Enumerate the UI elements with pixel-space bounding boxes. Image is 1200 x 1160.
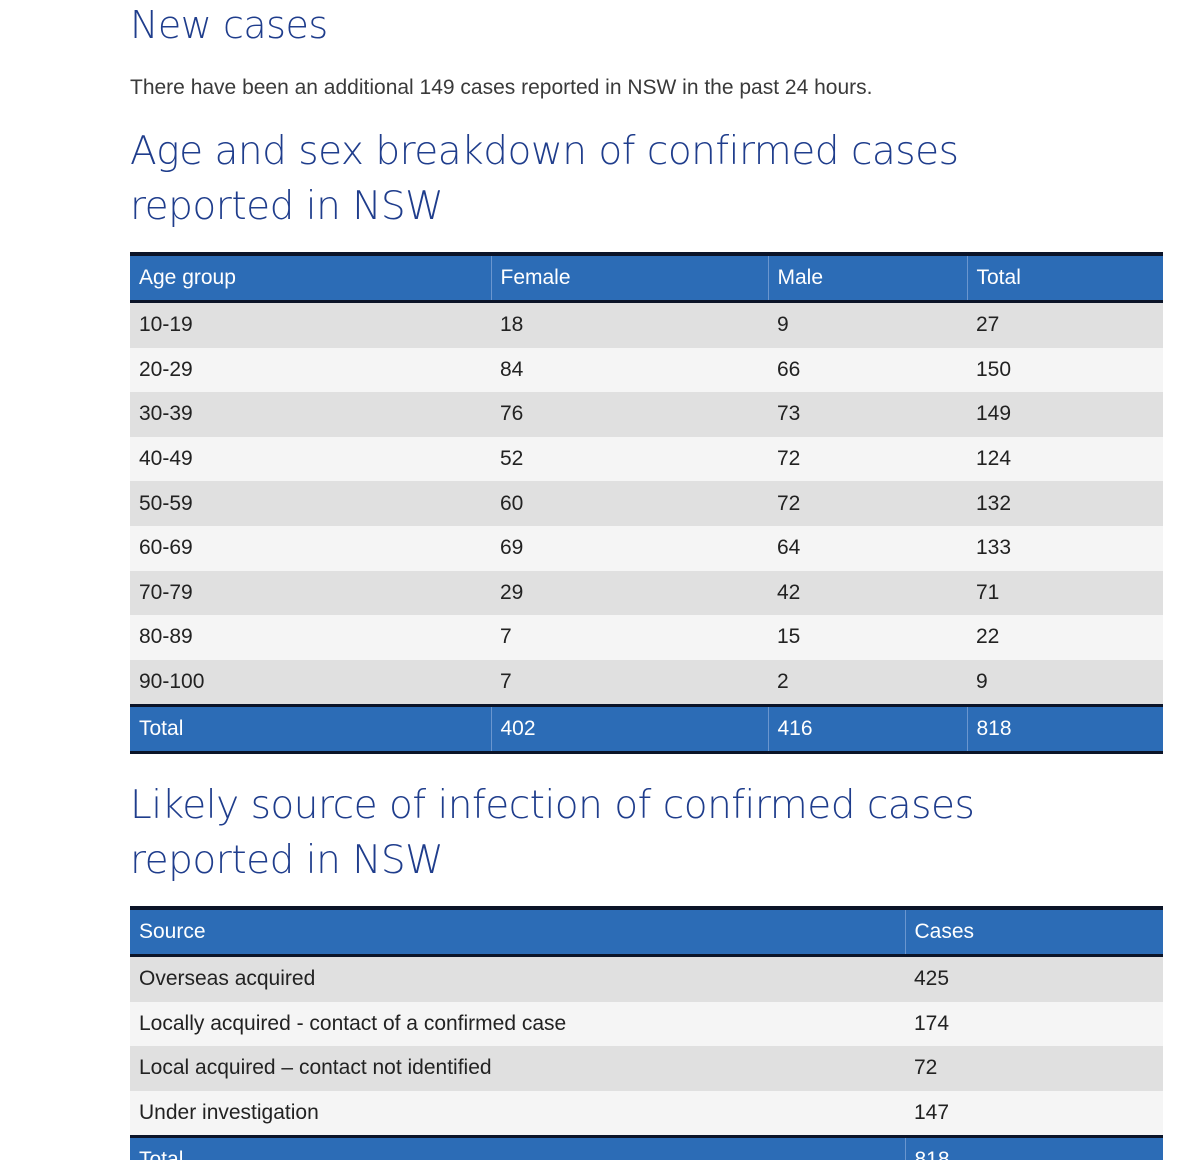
table-cell: 52 <box>500 447 524 471</box>
table-cell: 72 <box>777 447 801 471</box>
table-row: 50-59 60 72 132 <box>130 481 1163 526</box>
age-sex-heading: Age and sex breakdown of confirmed cases… <box>130 129 959 229</box>
table-cell: 147 <box>914 1101 950 1125</box>
table-cell: 150 <box>976 357 1012 381</box>
table-row: 20-29 84 66 150 <box>130 347 1163 393</box>
table-row: Under investigation 147 <box>130 1090 1163 1137</box>
column-header-cases: Cases <box>904 908 1163 956</box>
table-cell: 60 <box>500 491 524 515</box>
table-cell: Under investigation <box>139 1101 319 1125</box>
table-cell: 15 <box>777 625 801 649</box>
table-cell: 29 <box>500 580 524 604</box>
table-row: 30-39 76 73 149 <box>130 392 1163 437</box>
table-cell: 132 <box>976 491 1012 515</box>
table-cell: 18 <box>500 313 524 337</box>
new-cases-summary: There have been an additional 149 cases … <box>130 76 873 99</box>
table-row: 60-69 69 64 133 <box>130 525 1163 571</box>
table-cell: 90-100 <box>139 670 205 694</box>
table-total-row: Total 818 <box>130 1136 1163 1160</box>
table-cell: 124 <box>976 447 1012 471</box>
table-cell: 30-39 <box>139 402 193 426</box>
table-row: 40-49 52 72 124 <box>130 436 1163 482</box>
table-cell: 60-69 <box>139 536 193 560</box>
total-label: Total <box>139 717 184 741</box>
table-cell: 2 <box>777 670 789 694</box>
column-header-total: Total <box>966 254 1163 302</box>
table-row: 70-79 29 42 71 <box>130 570 1163 616</box>
table-cell: 66 <box>777 357 801 381</box>
table-cell: 149 <box>976 402 1012 426</box>
column-header-male: Male <box>767 254 967 302</box>
table-cell: Local acquired – contact not identified <box>139 1056 492 1080</box>
table-header-row: Age group Female Male Total <box>130 254 1163 302</box>
table-cell: 174 <box>914 1011 950 1035</box>
source-heading: Likely source of infection of confirmed … <box>130 783 975 883</box>
table-cell: Overseas acquired <box>139 967 316 991</box>
source-table: Source Cases Overseas acquired 425 Locally… <box>130 906 1163 1160</box>
table-row: 90-100 7 2 9 <box>130 659 1163 706</box>
table-header-row: Source Cases <box>130 908 1163 956</box>
table-cell: 72 <box>777 491 801 515</box>
table-cell: 64 <box>777 536 801 560</box>
table-cell: 76 <box>500 402 524 426</box>
age-sex-table-body: 10-19 18 9 27 20-29 84 66 150 30-39 76 73 149 40-49 5… <box>130 301 1163 706</box>
table-cell: 9 <box>777 313 789 337</box>
table-cell: 27 <box>976 313 1000 337</box>
table-row: Local acquired – contact not identified 7… <box>130 1046 1163 1091</box>
table-row: 80-89 7 15 22 <box>130 615 1163 660</box>
table-cell: 425 <box>914 967 950 991</box>
total-label: Total <box>139 1148 184 1160</box>
table-row: Locally acquired - contact of a confirme… <box>130 1001 1163 1047</box>
column-header-female: Female <box>490 254 768 302</box>
table-cell: 7 <box>500 625 512 649</box>
table-cell: 10-19 <box>139 313 193 337</box>
age-sex-table: Age group Female Male Total 10-19 18 9 27 20… <box>130 252 1163 754</box>
table-cell: 72 <box>914 1056 938 1080</box>
column-header-source: Source <box>139 920 206 943</box>
new-cases-heading: New cases <box>130 3 328 47</box>
table-cell: 80-89 <box>139 625 193 649</box>
column-header-age-group: Age group <box>139 266 236 289</box>
table-cell: 70-79 <box>139 580 193 604</box>
total-female: 402 <box>490 705 768 753</box>
table-cell: 20-29 <box>139 357 193 381</box>
table-cell: 9 <box>976 670 988 694</box>
table-cell: 133 <box>976 536 1012 560</box>
total-all: 818 <box>966 705 1163 753</box>
total-cases: 818 <box>904 1136 1163 1160</box>
table-cell: 84 <box>500 357 524 381</box>
table-row: Overseas acquired 425 <box>130 955 1163 1002</box>
table-cell: 73 <box>777 402 801 426</box>
source-table-body: Overseas acquired 425 Locally acquired - c… <box>130 955 1163 1137</box>
total-male: 416 <box>767 705 967 753</box>
table-cell: 40-49 <box>139 447 193 471</box>
table-row: 10-19 18 9 27 <box>130 301 1163 348</box>
table-total-row: Total 402 416 818 <box>130 705 1163 753</box>
table-cell: 69 <box>500 536 524 560</box>
table-cell: 22 <box>976 625 1000 649</box>
table-cell: 42 <box>777 580 801 604</box>
table-cell: 50-59 <box>139 491 193 515</box>
table-cell: Locally acquired - contact of a confirme… <box>139 1011 567 1035</box>
table-cell: 71 <box>976 580 1000 604</box>
table-cell: 7 <box>500 670 512 694</box>
